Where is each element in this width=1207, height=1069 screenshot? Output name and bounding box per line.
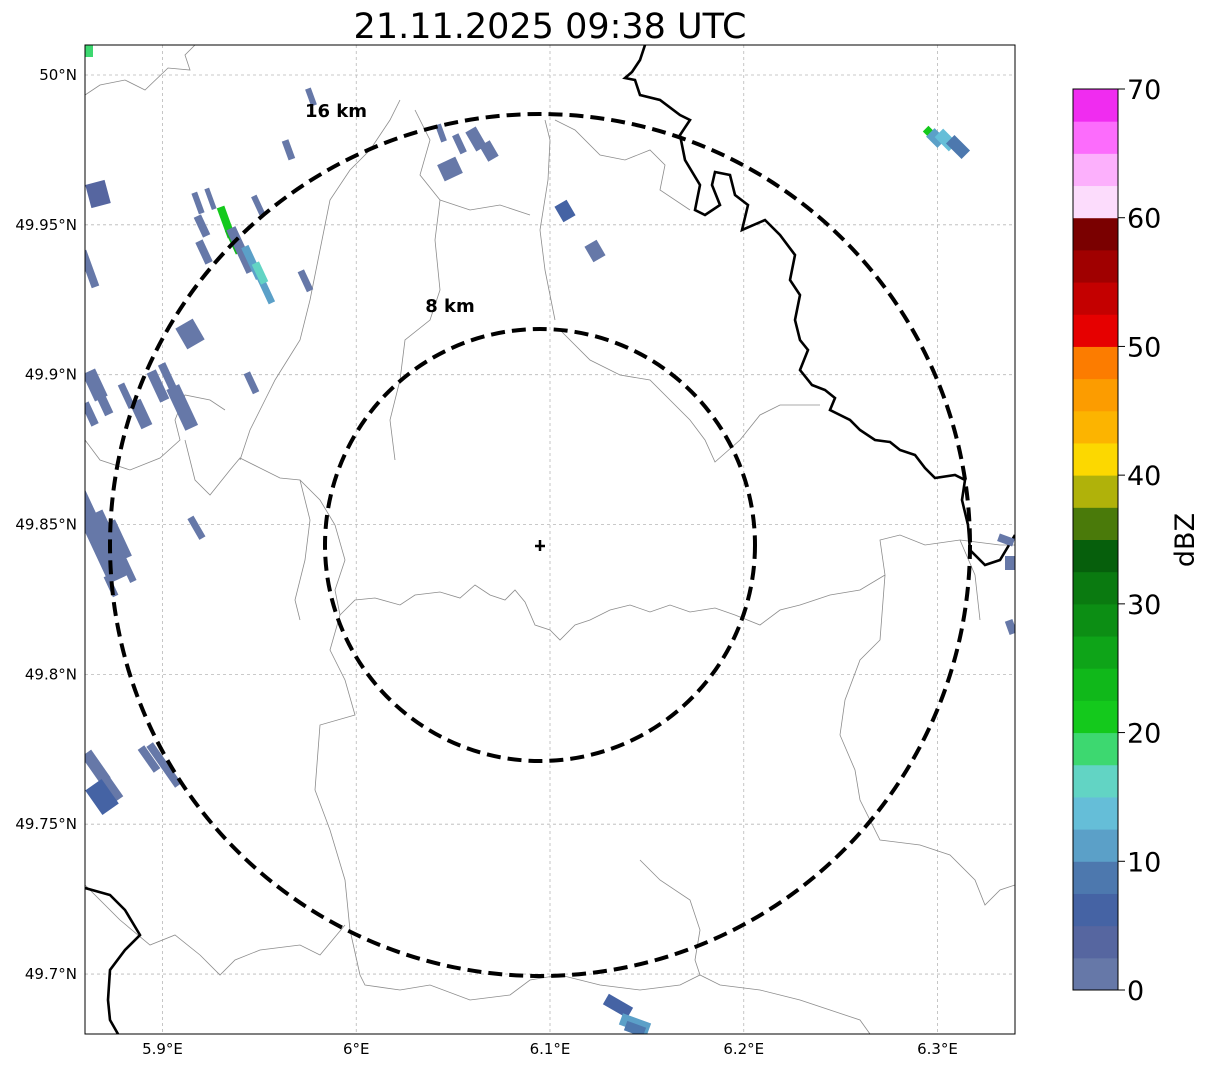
colorbar-ticks: 0 10 20 30 40 50 60 70 [1118,75,1161,1007]
colorbar-segment [1073,539,1118,573]
colorbar-segment [1073,764,1118,798]
colorbar-segment [1073,829,1118,862]
colorbar-segment [1073,153,1118,187]
colorbar-label: dBZ [1170,513,1201,567]
colorbar-segment [1073,121,1118,154]
colorbar-segment [1073,89,1118,122]
colorbar-segment [1073,957,1118,991]
colorbar-segment [1073,185,1118,219]
lat-tick-label: 49.9°N [25,366,77,384]
colorbar-segment [1073,442,1118,476]
colorbar-segment [1073,571,1118,605]
range-ring-8km [323,327,757,763]
map-title: 21.11.2025 09:38 UTC [354,7,747,47]
colorbar-segment [1073,732,1118,766]
lon-tick-label: 6.3°E [917,1040,958,1058]
colorbar-segment [1073,378,1118,412]
ring-label-16km: 16 km [305,101,367,122]
colorbar-segment [1073,249,1118,283]
colorbar-segment [1073,700,1118,734]
colorbar-tick-label: 60 [1127,204,1161,235]
lat-tick-label: 49.95°N [15,216,77,234]
gridlines [85,45,1015,1034]
lon-tick-label: 5.9°E [142,1040,183,1058]
colorbar-tick-label: 70 [1127,75,1161,106]
lat-tick-label: 50°N [39,66,77,84]
lat-tick-label: 49.85°N [15,516,77,534]
colorbar-tick-label: 50 [1127,332,1161,363]
colorbar-tick-label: 40 [1127,461,1161,492]
range-ring-16km [108,112,972,978]
national-borders [85,45,1015,1034]
colorbar-tick-label: 0 [1127,976,1144,1007]
colorbar-segment [1073,282,1118,315]
colorbar-segment [1073,861,1118,894]
ring-label-8km: 8 km [425,296,475,317]
colorbar-segment [1073,636,1118,669]
colorbar-segment [1073,410,1118,444]
colorbar-segment [1073,796,1118,830]
map-area: 16 km 8 km [85,45,1015,1034]
lon-tick-label: 6.2°E [723,1040,764,1058]
latitude-ticks: 50°N 49.95°N 49.9°N 49.85°N 49.8°N 49.75°N 49.… [15,66,77,983]
lat-tick-label: 49.7°N [25,965,77,983]
colorbar-segment [1073,507,1118,540]
colorbar-segment [1073,314,1118,347]
colorbar-segment [1073,217,1118,251]
map-frame [84,44,1016,1035]
cross-icon [535,540,545,551]
lon-tick-label: 6°E [343,1040,370,1058]
longitude-ticks: 5.9°E 6°E 6.1°E 6.2°E 6.3°E [142,1040,958,1058]
colorbar-segment [1073,925,1118,959]
colorbar [1072,88,1119,991]
colorbar-segment [1073,475,1118,508]
colorbar-segment [1073,668,1118,701]
lat-tick-label: 49.8°N [25,665,77,683]
lon-tick-label: 6.1°E [530,1040,571,1058]
colorbar-segment [1073,346,1118,380]
colorbar-frame [1072,88,1119,991]
colorbar-tick-label: 20 [1127,719,1161,750]
colorbar-tick-label: 10 [1127,847,1161,878]
colorbar-segment [1073,893,1118,927]
colorbar-tick-label: 30 [1127,590,1161,621]
colorbar-segment [1073,603,1118,637]
lat-tick-label: 49.75°N [15,815,77,833]
